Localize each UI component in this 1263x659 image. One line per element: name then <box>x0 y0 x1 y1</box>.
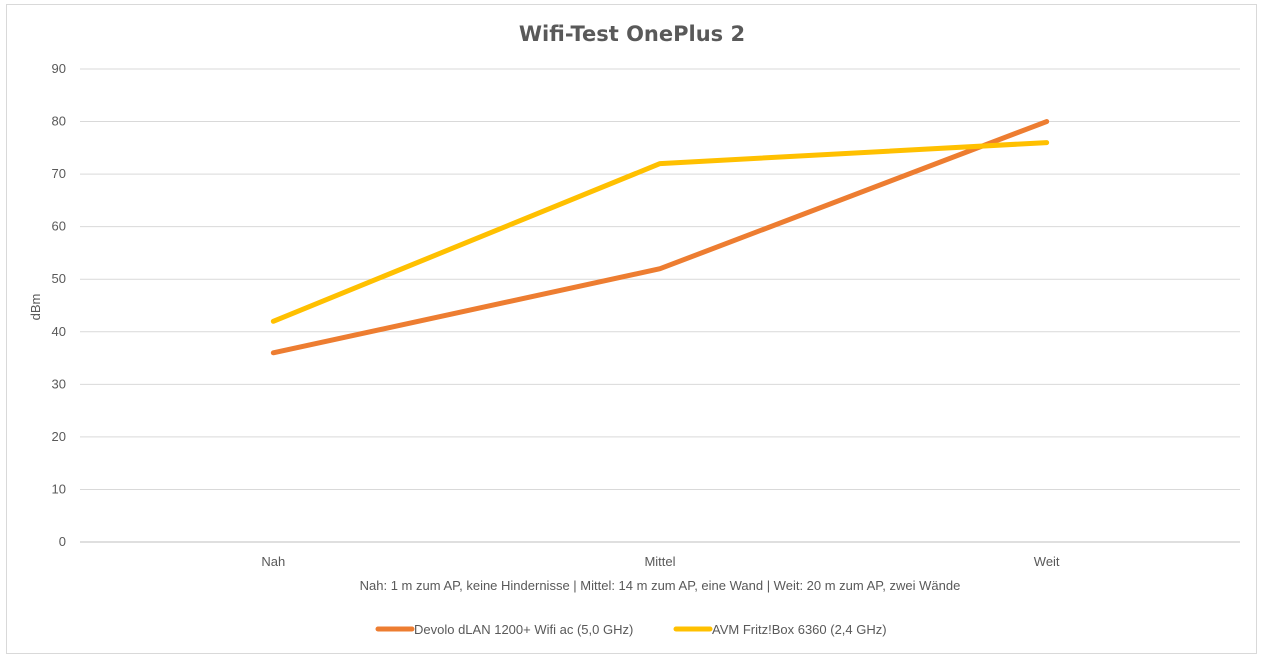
y-tick-label: 90 <box>52 61 66 76</box>
series-line-2 <box>270 140 1050 324</box>
y-tick-label: 60 <box>52 219 66 234</box>
legend-label: AVM Fritz!Box 6360 (2,4 GHz) <box>712 622 887 637</box>
series-line-1 <box>270 119 1050 356</box>
y-tick-label: 40 <box>52 324 66 339</box>
x-tick-label: Mittel <box>644 554 675 569</box>
x-tick-label: Nah <box>261 554 285 569</box>
y-tick-label: 20 <box>52 429 66 444</box>
chart-frame <box>6 4 1257 654</box>
gridlines <box>80 68 1240 543</box>
series-lines <box>270 119 1050 356</box>
y-tick-label: 0 <box>59 534 66 549</box>
y-axis-label: dBm <box>28 294 43 321</box>
x-tick-labels: Nah Mittel Weit <box>261 554 1060 569</box>
legend-label: Devolo dLAN 1200+ Wifi ac (5,0 GHz) <box>414 622 633 637</box>
x-axis-label: Nah: 1 m zum AP, keine Hindernisse | Mit… <box>360 578 961 593</box>
y-tick-label: 30 <box>52 376 66 391</box>
y-tick-label: 50 <box>52 271 66 286</box>
legend: Devolo dLAN 1200+ Wifi ac (5,0 GHz) AVM F… <box>375 622 887 637</box>
y-tick-label: 70 <box>52 166 66 181</box>
y-tick-labels: 0 10 20 30 40 50 60 70 80 90 <box>52 61 66 549</box>
y-tick-label: 10 <box>52 481 66 496</box>
x-tick-label: Weit <box>1034 554 1060 569</box>
chart-title: Wifi-Test OnePlus 2 <box>519 22 745 46</box>
y-tick-label: 80 <box>52 114 66 129</box>
